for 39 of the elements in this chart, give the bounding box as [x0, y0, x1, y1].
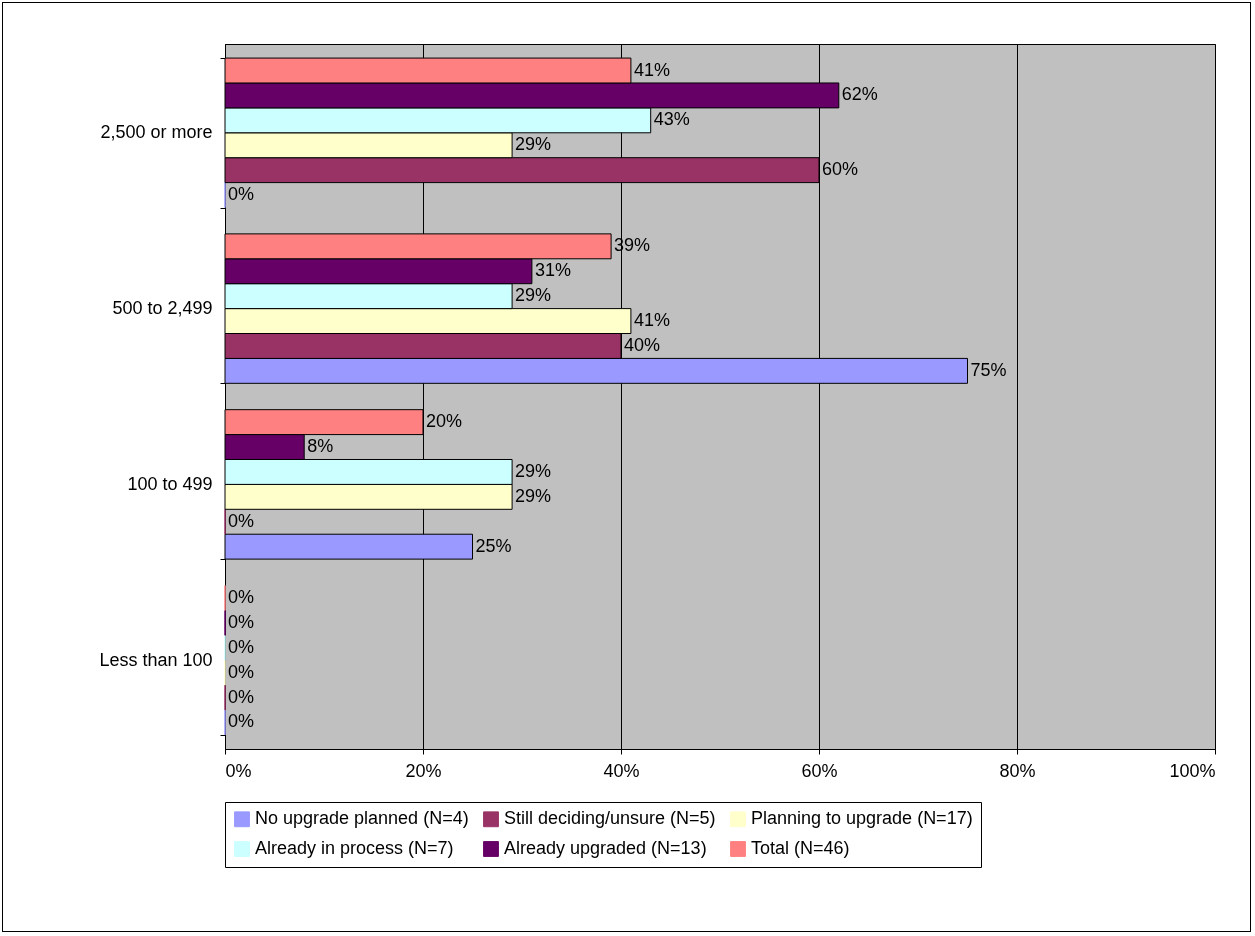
x-tick-label: 0% [225, 760, 252, 781]
data-label: 0% [228, 636, 255, 657]
x-tick-label: 80% [999, 760, 1036, 781]
data-label: 0% [228, 611, 255, 632]
data-label: 31% [534, 260, 571, 281]
y-tick-label: 100 to 499 [127, 473, 213, 494]
legend-label: Already in process (N=7) [255, 838, 454, 858]
y-tick-label: Less than 100 [99, 649, 213, 670]
x-tick-label: 100% [1169, 760, 1216, 781]
data-label: 0% [228, 661, 255, 682]
data-label: 41% [633, 59, 670, 80]
data-label: 75% [970, 359, 1007, 380]
data-label: 43% [653, 109, 690, 130]
data-label: 0% [228, 510, 255, 531]
legend-label: Planning to upgrade (N=17) [751, 808, 973, 829]
data-label: 0% [228, 184, 255, 205]
data-label: 29% [515, 285, 552, 306]
legend-label: Total (N=46) [751, 838, 850, 858]
data-label: 29% [515, 460, 552, 481]
data-label: 29% [515, 134, 552, 155]
x-tick-label: 40% [603, 760, 640, 781]
x-tick-label: 20% [405, 760, 442, 781]
data-label: 60% [822, 159, 859, 180]
data-label: 40% [624, 334, 661, 355]
data-label: 25% [475, 535, 512, 556]
data-label: 0% [228, 586, 255, 607]
data-label: 8% [307, 436, 334, 457]
data-label: 0% [228, 686, 255, 707]
data-label: 0% [228, 711, 255, 732]
data-label: 20% [426, 411, 463, 432]
y-tick-label: 2,500 or more [100, 122, 213, 143]
legend-label: Already upgraded (N=13) [504, 838, 707, 858]
data-label: 41% [633, 310, 670, 331]
data-label: 62% [841, 84, 878, 105]
legend-label: No upgrade planned (N=4) [255, 808, 469, 829]
y-tick-label: 500 to 2,499 [112, 298, 213, 319]
data-label: 29% [515, 485, 552, 506]
x-tick-label: 60% [801, 760, 838, 781]
legend-label: Still deciding/unsure (N=5) [504, 808, 716, 829]
